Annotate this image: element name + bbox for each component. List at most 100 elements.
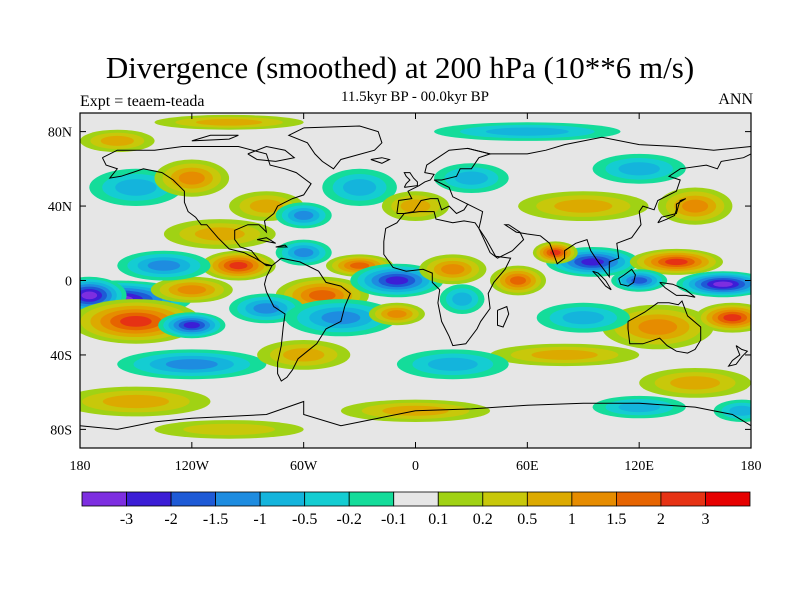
colorbar-swatch [437, 491, 484, 507]
experiment-label: Expt = teaem-teada [80, 93, 205, 110]
contour-level-2-5 [120, 316, 152, 327]
contour-level-20-5 [665, 258, 688, 266]
colorbar-label: 0.2 [473, 511, 493, 528]
contour-level-17-4 [510, 276, 526, 285]
coastlines [80, 125, 751, 430]
contour-level-16-2 [452, 292, 472, 306]
colorbar-label: -3 [120, 511, 133, 528]
contour-level-15-3 [387, 310, 407, 318]
coastline-9 [592, 270, 612, 291]
colorbar-swatch [259, 491, 306, 507]
coastline-10 [618, 268, 636, 287]
colorbar-label: 1.5 [606, 511, 626, 528]
contour-level-10-3 [253, 303, 280, 314]
colorbar-label: 0.5 [517, 511, 537, 528]
contour-level-22-4 [631, 277, 648, 284]
coastline-13 [497, 305, 510, 328]
y-tick-label: 0 [65, 275, 72, 290]
contour-fields [80, 114, 751, 439]
coastline-19 [370, 157, 391, 164]
contour-level-42-2 [427, 357, 478, 371]
colorbar-swatch [81, 491, 127, 507]
contour-level-1-6 [81, 291, 98, 300]
y-tick-label: 40N [48, 200, 72, 215]
colorbar-label: -0.2 [337, 511, 362, 528]
contour-level-35-3 [682, 199, 709, 213]
contour-level-24-5 [723, 314, 742, 322]
contour-level-36-2 [618, 162, 660, 176]
coastline-4 [383, 211, 512, 347]
contour-level-28-3 [294, 210, 314, 220]
contour-level-44-2 [102, 394, 169, 409]
colorbar-swatch [170, 491, 217, 507]
x-tick-label: 60W [290, 459, 318, 474]
contour-level-4-3 [177, 285, 207, 295]
coastline-12 [727, 345, 749, 367]
contour-level-40-3 [165, 359, 218, 370]
colorbar-label: -1 [253, 511, 266, 528]
coastline-14 [80, 400, 751, 430]
colorbar-swatch [126, 491, 172, 507]
colorbar-swatch [616, 491, 662, 507]
contour-level-39-2 [485, 127, 569, 136]
contour-level-21-6 [713, 281, 733, 287]
contour-level-31-2 [343, 179, 377, 196]
contour-level-46-2 [618, 402, 660, 413]
colorbar-label: -0.1 [381, 511, 406, 528]
colorbar-swatch [215, 491, 261, 507]
contour-level-9-4 [309, 290, 336, 301]
x-tick-label: 180 [70, 459, 91, 474]
x-tick-label: 120E [624, 459, 654, 474]
contour-level-41-2 [283, 348, 325, 362]
contour-level-5-5 [229, 262, 248, 270]
coastline-18 [191, 134, 239, 142]
x-tick-label: 0 [412, 459, 419, 474]
contour-level-3-5 [183, 322, 200, 329]
y-axis: 80N 40N 0 40S 80S [48, 126, 751, 438]
contour-level-25-2 [562, 311, 604, 325]
y-tick-label: 80S [50, 423, 72, 438]
colorbar-label: -1.5 [203, 511, 228, 528]
period-label: ANN [718, 91, 753, 108]
contour-level-18-5 [581, 258, 604, 266]
colorbar-swatch [482, 491, 528, 507]
coastline-5 [467, 136, 751, 279]
colorbar-swatch [571, 491, 617, 507]
contour-level-29-2 [115, 179, 157, 196]
coastline-7 [657, 198, 687, 224]
contour-level-26-2 [531, 349, 598, 360]
contour-level-30-3 [178, 171, 205, 185]
coastline-16 [275, 244, 289, 248]
contour-level-14-3 [321, 311, 361, 325]
contour-level-6-3 [147, 260, 181, 271]
contour-level-8-3 [294, 248, 314, 258]
plot-title: Divergence (smoothed) at 200 hPa (10**6 … [105, 50, 695, 85]
contour-level-27-2 [249, 199, 283, 213]
colorbar-label: 2 [657, 511, 665, 528]
colorbar-swatch [348, 491, 395, 507]
x-axis: 180 120W 60W 0 60E 120E 180 [70, 113, 762, 474]
coastline-15 [256, 237, 276, 244]
contour-level-34-2 [554, 199, 613, 213]
colorbar-label: -2 [164, 511, 177, 528]
y-tick-label: 40S [50, 349, 72, 364]
contour-level-32-2 [400, 199, 431, 213]
coastline-11 [659, 281, 696, 298]
coastline-6 [627, 300, 702, 354]
contour-level-37-2 [100, 135, 134, 146]
colorbar-label: 0.1 [428, 511, 448, 528]
coastline-17 [247, 145, 296, 162]
colorbar-swatch [304, 491, 350, 507]
contour-level-48-1 [183, 423, 275, 436]
contour-level-47-2 [729, 405, 751, 416]
plot-subtitle: 11.5kyr BP - 00.0kyr BP [340, 89, 490, 105]
x-tick-label: 180 [741, 459, 762, 474]
contour-level-7-2 [194, 227, 245, 241]
colorbar-label: -0.5 [292, 511, 317, 528]
contour-level-11-4 [350, 262, 370, 269]
coastline-2 [263, 257, 351, 382]
coastline-1 [287, 125, 383, 170]
contour-level-43-2 [670, 376, 720, 390]
coastline-0 [101, 146, 312, 267]
